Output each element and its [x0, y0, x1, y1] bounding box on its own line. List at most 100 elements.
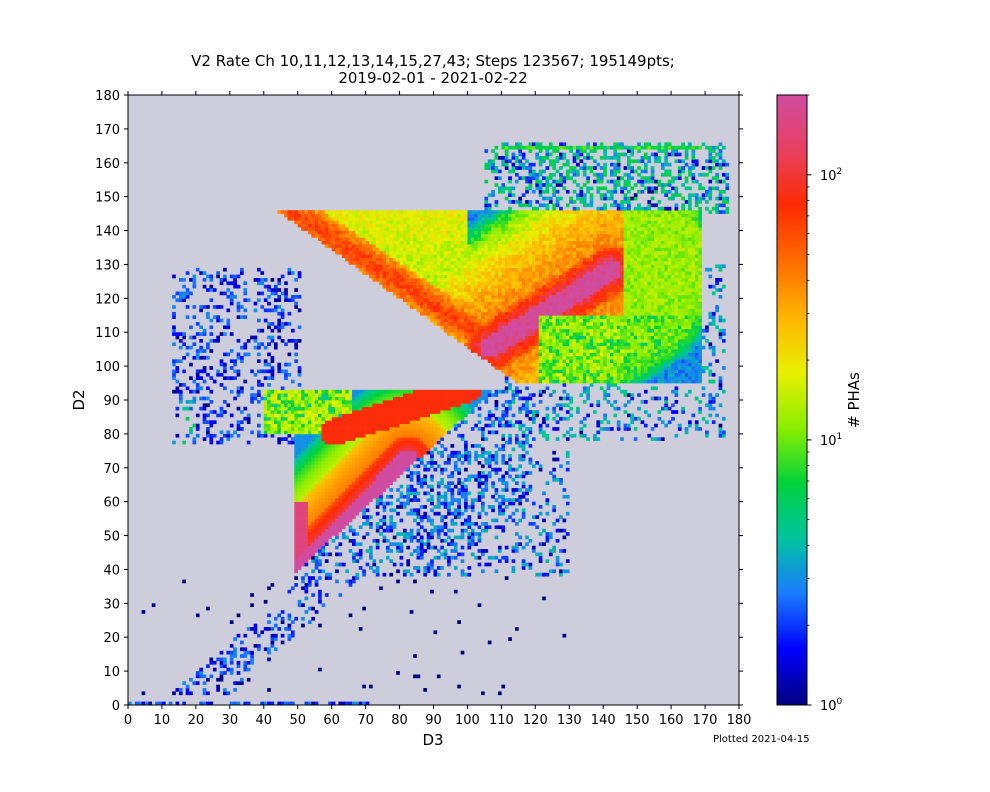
heatmap-cell: [660, 315, 665, 319]
heatmap-cell: [426, 515, 431, 519]
heatmap-cell: [240, 640, 244, 645]
heatmap-cell: [501, 352, 506, 357]
heatmap-cell: [358, 444, 363, 448]
heatmap-cell: [518, 362, 523, 367]
heatmap-cell: [324, 454, 329, 458]
heatmap-cell: [504, 488, 509, 492]
heatmap-cell: [637, 318, 641, 323]
heatmap-cell: [423, 572, 428, 577]
heatmap-cell: [236, 701, 241, 706]
heatmap-cell: [698, 362, 702, 367]
heatmap-cell: [385, 501, 390, 506]
heatmap-cell: [396, 410, 400, 414]
heatmap-cell: [267, 413, 271, 418]
heatmap-cell: [385, 440, 390, 445]
heatmap-cell: [691, 413, 696, 418]
heatmap-cell: [413, 427, 417, 431]
heatmap-cell: [372, 433, 377, 438]
heatmap-cell: [409, 444, 414, 448]
heatmap-cell: [514, 318, 519, 323]
heatmap-cell: [705, 403, 709, 408]
heatmap-cell: [555, 345, 560, 350]
heatmap-cell: [708, 345, 713, 350]
heatmap-cell: [311, 477, 315, 482]
heatmap-cell: [423, 433, 428, 438]
heatmap-cell: [630, 372, 635, 377]
heatmap-cell: [280, 315, 285, 319]
heatmap-cell: [358, 477, 363, 482]
heatmap-cell: [555, 457, 560, 462]
heatmap-cell: [436, 566, 441, 570]
heatmap-cell: [365, 427, 370, 431]
heatmap-cell: [450, 444, 455, 448]
heatmap-cell: [555, 311, 560, 316]
heatmap-cell: [294, 461, 299, 465]
heatmap-cell: [562, 403, 567, 408]
heatmap-cell: [280, 339, 285, 343]
heatmap-cell: [657, 376, 662, 380]
heatmap-cell: [240, 410, 244, 414]
heatmap-cell: [474, 322, 478, 326]
heatmap-cell: [328, 464, 332, 469]
heatmap-cell: [487, 430, 492, 435]
heatmap-cell: [511, 389, 516, 394]
heatmap-cell: [643, 311, 648, 316]
heatmap-cell: [297, 559, 302, 563]
heatmap-cell: [409, 406, 414, 411]
heatmap-cell: [273, 420, 278, 425]
heatmap-cell: [698, 359, 702, 364]
heatmap-cell: [460, 413, 465, 418]
heatmap-cell: [304, 430, 309, 435]
heatmap-cell: [514, 545, 519, 550]
heatmap-cell: [389, 501, 394, 506]
heatmap-cell: [385, 545, 390, 550]
heatmap-cell: [311, 538, 315, 543]
heatmap-cell: [467, 318, 472, 323]
heatmap-cell: [402, 535, 407, 540]
heatmap-cell: [616, 345, 621, 350]
heatmap-cell: [711, 406, 716, 411]
heatmap-cell: [548, 535, 553, 540]
heatmap-cell: [538, 400, 543, 404]
heatmap-cell: [708, 362, 713, 367]
heatmap-cell: [545, 437, 550, 441]
heatmap-cell: [616, 386, 621, 391]
heatmap-cell: [521, 508, 526, 513]
heatmap-cell: [511, 369, 516, 374]
heatmap-cell: [508, 349, 512, 353]
heatmap-cell: [535, 369, 540, 374]
heatmap-cell: [331, 508, 336, 513]
heatmap-cell: [531, 464, 536, 469]
heatmap-cell: [460, 532, 465, 536]
heatmap-cell: [307, 420, 312, 425]
heatmap-cell: [301, 579, 305, 584]
heatmap-cell: [477, 352, 482, 357]
heatmap-cell: [331, 505, 336, 509]
heatmap-cell: [552, 376, 556, 380]
heatmap-cell: [311, 532, 315, 536]
heatmap-cell: [358, 454, 363, 458]
heatmap-cell: [195, 376, 200, 380]
heatmap-cell: [348, 583, 353, 587]
heatmap-cell: [189, 691, 193, 696]
heatmap-cell: [494, 389, 499, 394]
heatmap-cell: [603, 379, 607, 384]
heatmap-cell: [379, 389, 383, 394]
heatmap-cell: [396, 467, 400, 472]
heatmap-cell: [396, 457, 400, 462]
heatmap-cell: [178, 389, 183, 394]
heatmap-cell: [280, 322, 285, 326]
heatmap-cell: [494, 535, 499, 540]
heatmap-cell: [338, 511, 343, 516]
heatmap-cell: [616, 322, 621, 326]
heatmap-cell: [382, 522, 387, 526]
heatmap-cell: [318, 400, 322, 404]
heatmap-cell: [582, 372, 587, 377]
heatmap-cell: [542, 342, 546, 347]
heatmap-cell: [579, 349, 584, 353]
heatmap-cell: [318, 545, 322, 550]
heatmap-cell: [260, 342, 265, 347]
heatmap-cell: [345, 508, 349, 513]
heatmap-cell: [582, 376, 587, 380]
heatmap-cell: [688, 335, 692, 340]
